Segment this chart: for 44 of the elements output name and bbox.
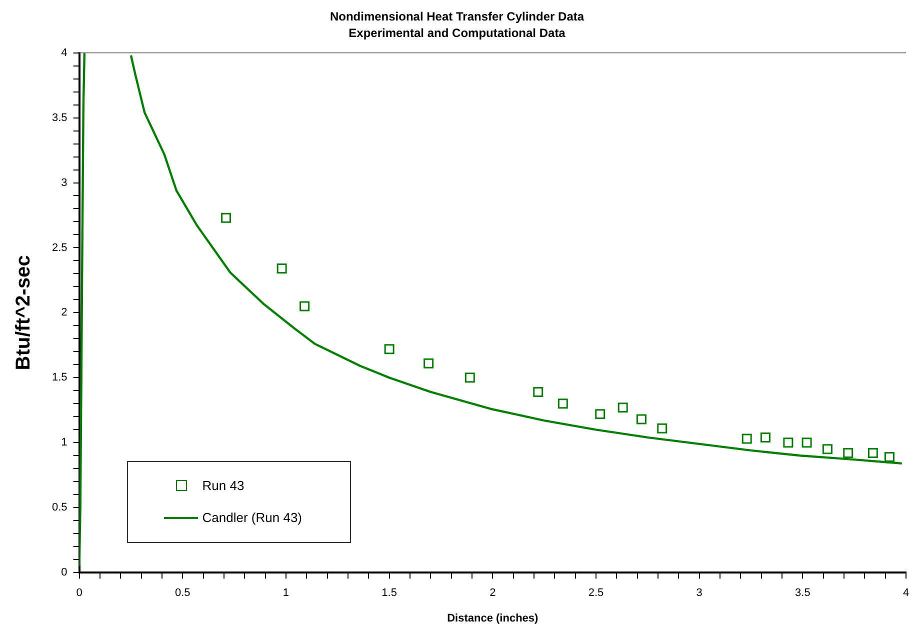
- point: [533, 386, 544, 397]
- y-tick-label: 4: [61, 46, 68, 59]
- point: [884, 452, 894, 462]
- y-tick-label: 0.5: [52, 502, 68, 514]
- y-axis-title: Btu/ft^2-sec: [12, 255, 35, 370]
- x-tick-label: 4: [902, 587, 910, 600]
- point: [636, 414, 646, 424]
- y-tick-label: 1: [61, 436, 68, 449]
- x-tick-label: 2: [490, 587, 496, 600]
- point: [595, 409, 606, 420]
- x-tick-label: 3: [696, 587, 702, 600]
- x-tick-label: 3.5: [795, 587, 810, 600]
- y-tick-label: 3: [61, 176, 68, 189]
- y-tick-label: 2: [61, 306, 68, 319]
- point: [868, 448, 878, 458]
- x-tick-label: 0: [76, 587, 82, 600]
- point: [618, 402, 628, 413]
- chart-title: Nondimensional Heat Transfer Cylinder Data: [330, 10, 584, 24]
- x-tick-label: 1.5: [382, 587, 397, 600]
- y-tick-label: 3.5: [52, 112, 68, 124]
- point: [424, 358, 434, 368]
- point: [300, 301, 310, 312]
- y-tick-label: 0: [61, 566, 68, 579]
- point: [802, 438, 812, 448]
- point: [843, 448, 854, 458]
- y-tick-label: 1.5: [52, 372, 68, 384]
- point: [276, 264, 287, 274]
- legend-label: Candler (Run 43): [202, 510, 302, 526]
- legend-label: Run 43: [202, 478, 244, 494]
- point: [822, 444, 832, 454]
- x-tick-label: 1: [282, 587, 290, 600]
- point: [783, 438, 794, 448]
- x-axis-title: Distance (inches): [447, 612, 539, 624]
- point: [384, 344, 394, 354]
- point: [464, 372, 475, 383]
- point: [760, 432, 770, 442]
- y-tick-label: 2.5: [52, 242, 68, 254]
- point: [657, 423, 668, 434]
- x-tick-label: 2.5: [588, 587, 604, 600]
- x-tick-label: 0.5: [174, 587, 190, 600]
- point: [558, 398, 568, 409]
- point: [221, 212, 232, 223]
- chart-subtitle: Experimental and Computational Data: [348, 26, 566, 40]
- point: [742, 434, 752, 444]
